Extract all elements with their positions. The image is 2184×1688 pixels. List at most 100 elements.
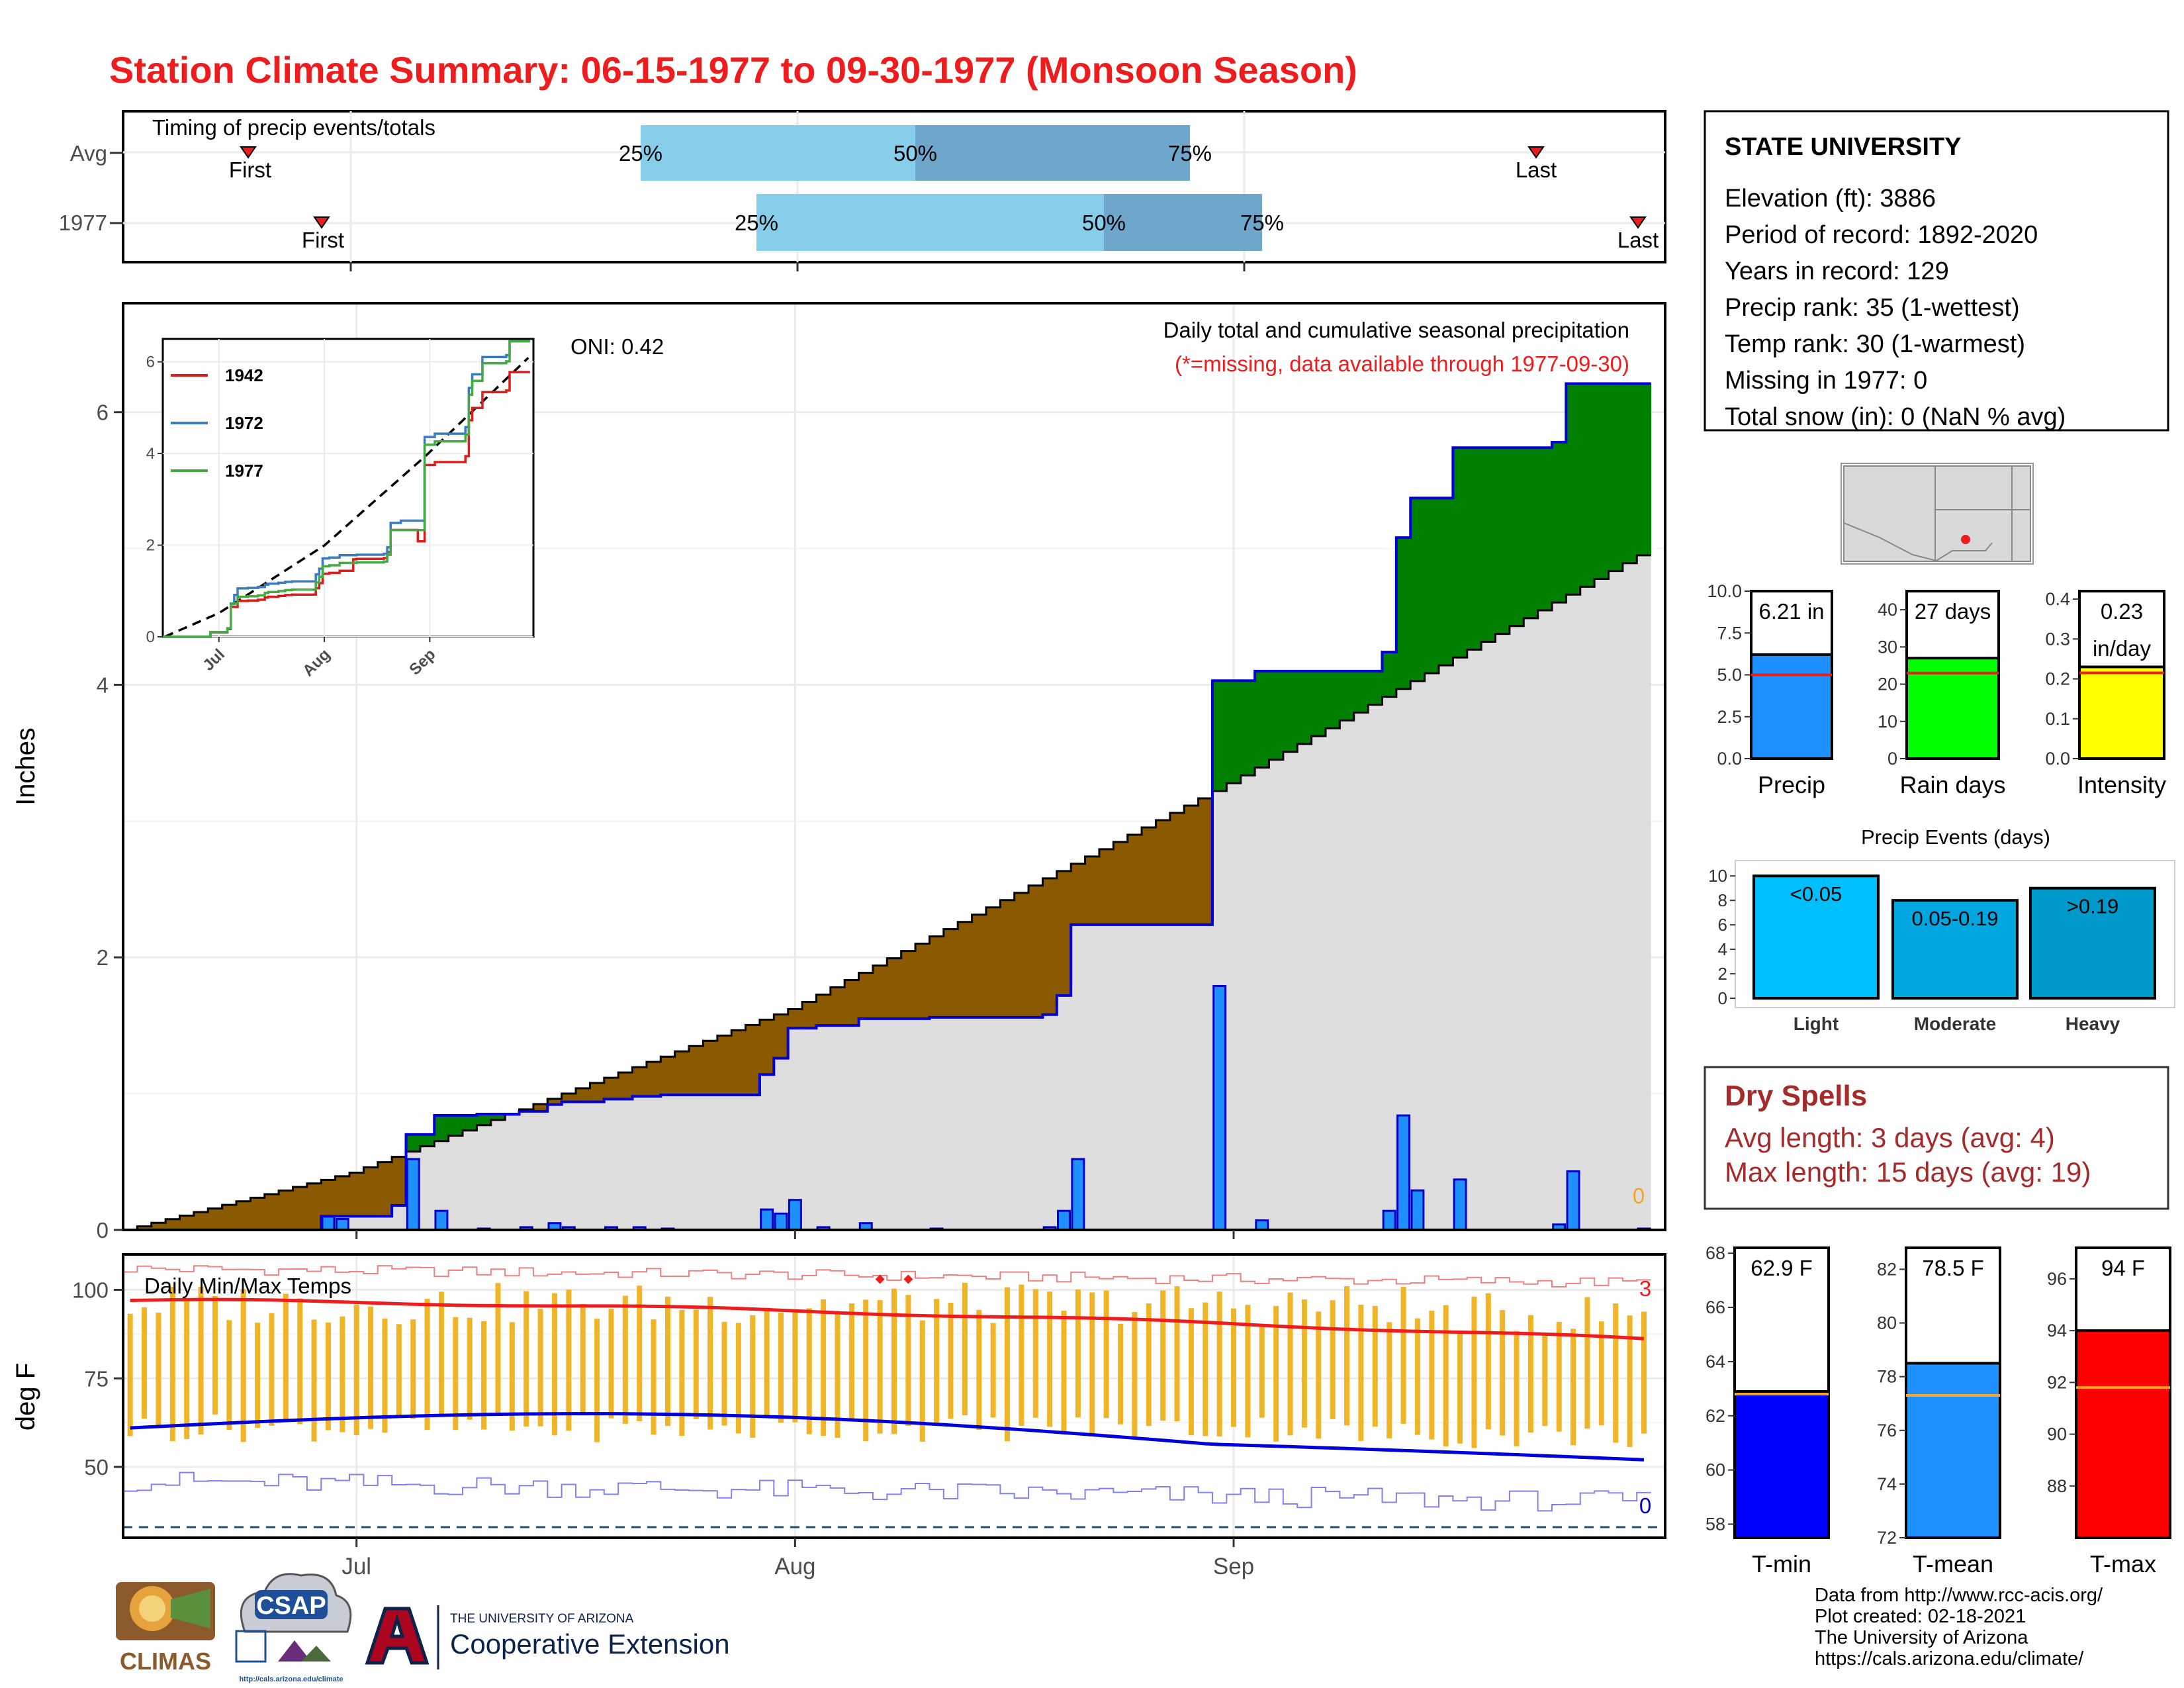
precip-y-tick-label: 6 bbox=[97, 400, 109, 425]
precip-deficit-segment bbox=[774, 1014, 789, 1058]
summary-precip-group: 0.0 2.5 5.0 7.5 10.0 6.21 in Precip bbox=[1707, 581, 1833, 798]
locator-map bbox=[1841, 463, 2034, 565]
temp-daily-range-bar bbox=[1245, 1305, 1251, 1438]
precip-deficit-segment bbox=[1113, 841, 1128, 925]
precip-daily-bar bbox=[1071, 1158, 1085, 1231]
summary-tmax-category-label: T-max bbox=[2090, 1550, 2156, 1577]
ua-logo: THE UNIVERSITY OF ARIZONA Cooperative Ex… bbox=[365, 1605, 730, 1669]
temp-daily-range-bar bbox=[1132, 1312, 1138, 1438]
events-category-label: Light bbox=[1794, 1013, 1839, 1034]
precip-deficit-segment bbox=[561, 1093, 576, 1102]
precip-deficit-segment bbox=[533, 1103, 548, 1111]
temp-daily-range-bar bbox=[1527, 1315, 1533, 1433]
footer-credits: Data from http://www.rcc-acis.org/ Plot … bbox=[1815, 1585, 2103, 1669]
ua-logo-top-text: THE UNIVERSITY OF ARIZONA bbox=[450, 1612, 634, 1626]
summary-precip-y-tick-label: 10.0 bbox=[1707, 581, 1742, 601]
precip-surplus-segment bbox=[1467, 447, 1482, 650]
summary-intensity-y-tick-label: 0.0 bbox=[2045, 749, 2070, 769]
summary-rain-days-y-tick-label: 20 bbox=[1878, 675, 1897, 694]
timing-title: Timing of precip events/totals bbox=[152, 115, 435, 140]
summary-rain-days-group: 0 10 20 30 40 27 days Rain days bbox=[1878, 590, 2006, 798]
precip-deficit-segment bbox=[674, 1051, 690, 1096]
precip-deficit-segment bbox=[590, 1083, 605, 1102]
precip-surplus-segment bbox=[406, 1134, 421, 1152]
precip-deficit-segment bbox=[788, 1009, 803, 1029]
precip-daily-bar bbox=[434, 1209, 449, 1231]
precip-deficit-segment bbox=[1014, 892, 1029, 1017]
precip-deficit-segment bbox=[1099, 849, 1114, 925]
temp-x-tick-label: Sep bbox=[1213, 1554, 1254, 1579]
temp-daily-range-bar bbox=[962, 1282, 968, 1416]
inset-y-tick-label: 6 bbox=[146, 353, 155, 371]
temp-daily-range-bar bbox=[184, 1299, 190, 1439]
precip-deficit-segment bbox=[279, 1190, 294, 1230]
ua-logo-bottom-text: Cooperative Extension bbox=[450, 1628, 730, 1660]
precip-surplus-segment bbox=[1311, 671, 1326, 736]
temp-daily-range-bar bbox=[325, 1322, 331, 1430]
temp-daily-range-bar bbox=[905, 1295, 911, 1427]
summary-tmin-y-tick-label: 64 bbox=[1706, 1352, 1725, 1372]
precip-surplus-segment bbox=[448, 1115, 463, 1136]
temp-daily-range-bar bbox=[226, 1320, 232, 1430]
timing-1977-first-label: First bbox=[302, 228, 344, 252]
temp-daily-range-bar bbox=[594, 1319, 600, 1442]
temp-daily-range-bar bbox=[1570, 1329, 1576, 1446]
precip-surplus-segment bbox=[1622, 383, 1637, 563]
precip-deficit-segment bbox=[872, 965, 887, 1019]
temp-daily-range-bar bbox=[976, 1309, 982, 1430]
summary-precip-y-tick-label: 7.5 bbox=[1717, 623, 1742, 643]
precip-deficit-segment bbox=[264, 1194, 279, 1230]
temp-daily-range-bar bbox=[1613, 1303, 1619, 1443]
precip-deficit-segment bbox=[179, 1215, 195, 1230]
temp-panel: 50 75 100 Jul Aug Sep Daily Min/Max Temps 3 0… bbox=[11, 1253, 1666, 1579]
events-y-tick-label: 2 bbox=[1718, 964, 1727, 984]
temp-daily-range-bar bbox=[1301, 1299, 1307, 1428]
inset-legend-label: 1972 bbox=[225, 413, 263, 433]
timing-1977-bar-25-50 bbox=[756, 194, 1104, 251]
csap-logo-url: http://cals.arizona.edu/climate bbox=[239, 1675, 343, 1683]
precip-y-tick-label: 0 bbox=[97, 1218, 109, 1243]
precip-daily-bar bbox=[1396, 1114, 1411, 1231]
temp-daily-range-bar bbox=[396, 1324, 402, 1417]
summary-intensity-category-label: Intensity bbox=[2077, 771, 2166, 798]
summary-tmean-y-tick-label: 72 bbox=[1877, 1528, 1897, 1548]
precip-surplus-segment bbox=[1396, 538, 1411, 689]
precip-surplus-segment bbox=[1340, 671, 1355, 721]
temp-average-min-line bbox=[130, 1412, 1645, 1462]
temp-daily-range-bar bbox=[1160, 1290, 1166, 1421]
temp-record-marker bbox=[903, 1274, 913, 1284]
precip-deficit-segment bbox=[703, 1041, 718, 1096]
precip-events-chart: Precip Events (days) 0 2 4 6 8 10 <0.05 Light 0.… bbox=[1708, 825, 2175, 1034]
precip-surplus-segment bbox=[1368, 671, 1383, 705]
temp-daily-range-bar bbox=[651, 1319, 657, 1435]
summary-tmean-group: 72 74 76 78 80 82 78.5 F T-mean bbox=[1877, 1246, 2001, 1577]
footer-line-2: The University of Arizona bbox=[1815, 1627, 2028, 1648]
summary-rain-days-y-tick-label: 0 bbox=[1888, 749, 1897, 769]
precip-observed-cumulative-line bbox=[123, 382, 1651, 1231]
temp-daily-range-bar bbox=[156, 1312, 161, 1427]
precip-events-title: Precip Events (days) bbox=[1861, 825, 2050, 849]
events-bar bbox=[1891, 899, 2019, 1000]
precip-deficit-segment bbox=[660, 1056, 676, 1096]
summary-tmax-y-tick-label: 90 bbox=[2047, 1425, 2067, 1444]
precip-deficit-segment bbox=[943, 929, 958, 1017]
precip-deficit-segment bbox=[576, 1088, 590, 1102]
precip-surplus-segment bbox=[1269, 671, 1284, 760]
temp-daily-range-bar bbox=[990, 1323, 996, 1418]
temp-daily-range-bar bbox=[1485, 1293, 1491, 1430]
summary-rain-days-bar bbox=[1905, 657, 2000, 761]
temp-daily-range-bar bbox=[1400, 1286, 1406, 1424]
station-name: STATE UNIVERSITY bbox=[1725, 133, 1962, 161]
events-y-tick-label: 0 bbox=[1718, 988, 1727, 1008]
temp-daily-range-bar bbox=[1556, 1321, 1562, 1432]
temp-daily-range-bar bbox=[198, 1286, 204, 1435]
summary-tmin-y-tick-label: 60 bbox=[1706, 1460, 1725, 1480]
timing-avg-first-marker bbox=[240, 146, 257, 159]
dry-spells-title: Dry Spells bbox=[1725, 1080, 1867, 1112]
temp-daily-range-bar bbox=[679, 1309, 685, 1436]
temp-daily-range-bar bbox=[1542, 1335, 1548, 1427]
station-line-2: Years in record: 129 bbox=[1725, 258, 1949, 285]
temp-daily-range-bar bbox=[919, 1320, 925, 1442]
page-title: Station Climate Summary: 06-15-1977 to 0… bbox=[109, 49, 1357, 91]
